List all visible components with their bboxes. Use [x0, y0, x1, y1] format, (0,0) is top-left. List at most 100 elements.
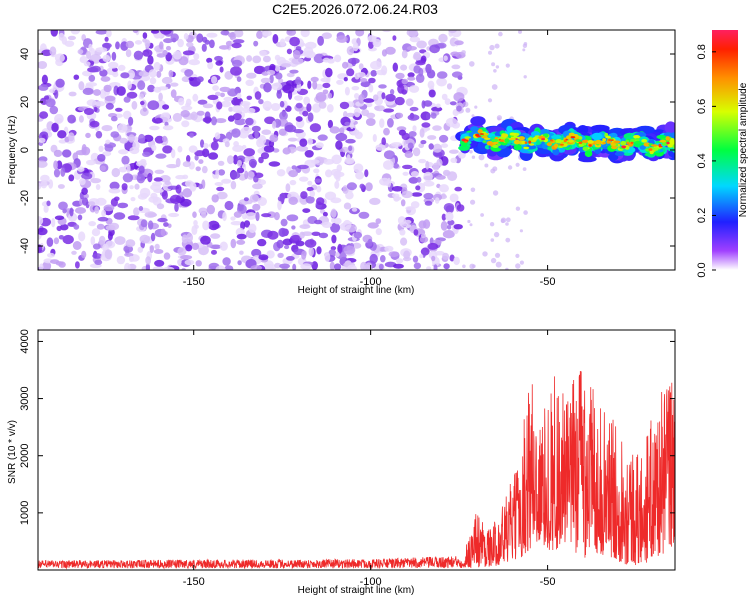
- heatmap-cell: [277, 196, 284, 202]
- heatmap-cell: [198, 159, 204, 165]
- heatmap-cell: [255, 211, 260, 222]
- heatmap-cell: [296, 145, 309, 152]
- heatmap-cell: [258, 99, 264, 105]
- heatmap-cell: [103, 204, 115, 212]
- heatmap-cell: [282, 84, 295, 94]
- heatmap-cell: [415, 185, 421, 191]
- heatmap-cell: [523, 146, 530, 150]
- heatmap-cell: [244, 170, 249, 180]
- heatmap-cell: [38, 227, 48, 236]
- heatmap-cell: [253, 40, 259, 47]
- heatmap-cell: [81, 172, 93, 180]
- heatmap-cell: [315, 142, 324, 149]
- heatmap-cell: [154, 135, 165, 144]
- heatmap-cell: [48, 179, 54, 189]
- heatmap-cell: [102, 54, 111, 63]
- heatmap-cell: [122, 173, 134, 183]
- heatmap-cell: [630, 141, 634, 144]
- heatmap-cell: [475, 133, 480, 137]
- heatmap-cell: [98, 145, 104, 152]
- heatmap-cell: [139, 91, 147, 96]
- heatmap-cell: [358, 211, 370, 219]
- heatmap-cell: [116, 86, 126, 96]
- heatmap-cell: [578, 143, 584, 147]
- heatmap-cell: [185, 102, 191, 108]
- heatmap-cell: [217, 169, 226, 176]
- heatmap-cell: [67, 35, 76, 41]
- heatmap-cell: [251, 125, 261, 132]
- heatmap-cell: [220, 30, 230, 36]
- heatmap-cell: [112, 67, 118, 72]
- heatmap-cell: [94, 259, 103, 265]
- heatmap-cell: [115, 41, 120, 50]
- heatmap-cell: [153, 177, 163, 182]
- heatmap-cell: [395, 112, 404, 119]
- heatmap-cell: [94, 206, 100, 214]
- heatmap-cell: [669, 139, 675, 145]
- heatmap-cell: [254, 91, 262, 100]
- heatmap-cell: [53, 160, 58, 170]
- heatmap-cell: [162, 145, 173, 154]
- heatmap-cell: [555, 139, 562, 144]
- heatmap-cell: [515, 263, 521, 269]
- heatmap-cell: [162, 266, 175, 270]
- colorbar-gradient: [712, 30, 738, 270]
- heatmap-cell: [242, 144, 247, 149]
- heatmap-cell: [515, 206, 521, 211]
- heatmap-cell: [194, 150, 206, 157]
- heatmap-cell: [420, 140, 427, 145]
- heatmap-cell: [261, 213, 272, 218]
- heatmap-cell: [439, 184, 449, 193]
- heatmap-cell: [49, 46, 57, 56]
- heatmap-cell: [409, 36, 421, 43]
- heatmap-cell: [595, 139, 602, 145]
- heatmap-cell: [202, 103, 214, 109]
- heatmap-cell: [446, 83, 453, 90]
- heatmap-cell: [346, 112, 355, 118]
- heatmap-cell: [259, 50, 267, 57]
- heatmap-cell: [566, 135, 572, 140]
- heatmap-cell: [39, 111, 49, 119]
- heatmap-cell: [423, 180, 435, 187]
- heatmap-cell: [346, 68, 355, 77]
- heatmap-cell: [220, 92, 225, 98]
- heatmap-cell: [236, 167, 245, 174]
- heatmap-cell: [321, 32, 332, 39]
- heatmap-cell: [620, 140, 627, 146]
- heatmap-cell: [163, 252, 171, 260]
- heatmap-cell: [312, 103, 321, 113]
- heatmap-cell: [344, 121, 351, 126]
- heatmap-cell: [236, 92, 242, 99]
- heatmap-cell: [71, 250, 77, 255]
- heatmap-cell: [353, 107, 361, 118]
- heatmap-cell: [454, 40, 464, 46]
- heatmap-cell: [451, 71, 463, 78]
- heatmap-cell: [206, 204, 215, 215]
- heatmap-cell: [58, 235, 64, 240]
- heatmap-cell: [104, 95, 116, 102]
- heatmap-cell: [202, 220, 210, 231]
- heatmap-cell: [499, 139, 505, 142]
- heatmap-cell: [219, 66, 224, 73]
- heatmap-cell: [200, 139, 205, 148]
- heatmap-cell: [225, 40, 233, 47]
- heatmap-cell: [181, 105, 193, 111]
- heatmap-cell: [322, 82, 331, 89]
- heatmap-cell: [188, 59, 200, 66]
- heatmap-cell: [316, 185, 322, 193]
- heatmap-cell: [505, 237, 511, 243]
- heatmap-cell: [383, 150, 395, 160]
- heatmap-cell: [128, 116, 134, 126]
- heatmap-cell: [212, 85, 220, 91]
- heatmap-cell: [382, 30, 392, 33]
- heatmap-cell: [515, 253, 520, 258]
- heatmap-cell: [342, 185, 349, 194]
- heatmap-cell: [227, 32, 236, 38]
- heatmap-cell: [232, 105, 244, 113]
- heatmap-cell: [100, 165, 106, 171]
- heatmap-cell: [248, 223, 257, 233]
- heatmap-cell: [252, 55, 262, 64]
- heatmap-cell: [192, 93, 199, 102]
- heatmap-cell: [488, 50, 492, 55]
- heatmap-cell: [392, 62, 398, 72]
